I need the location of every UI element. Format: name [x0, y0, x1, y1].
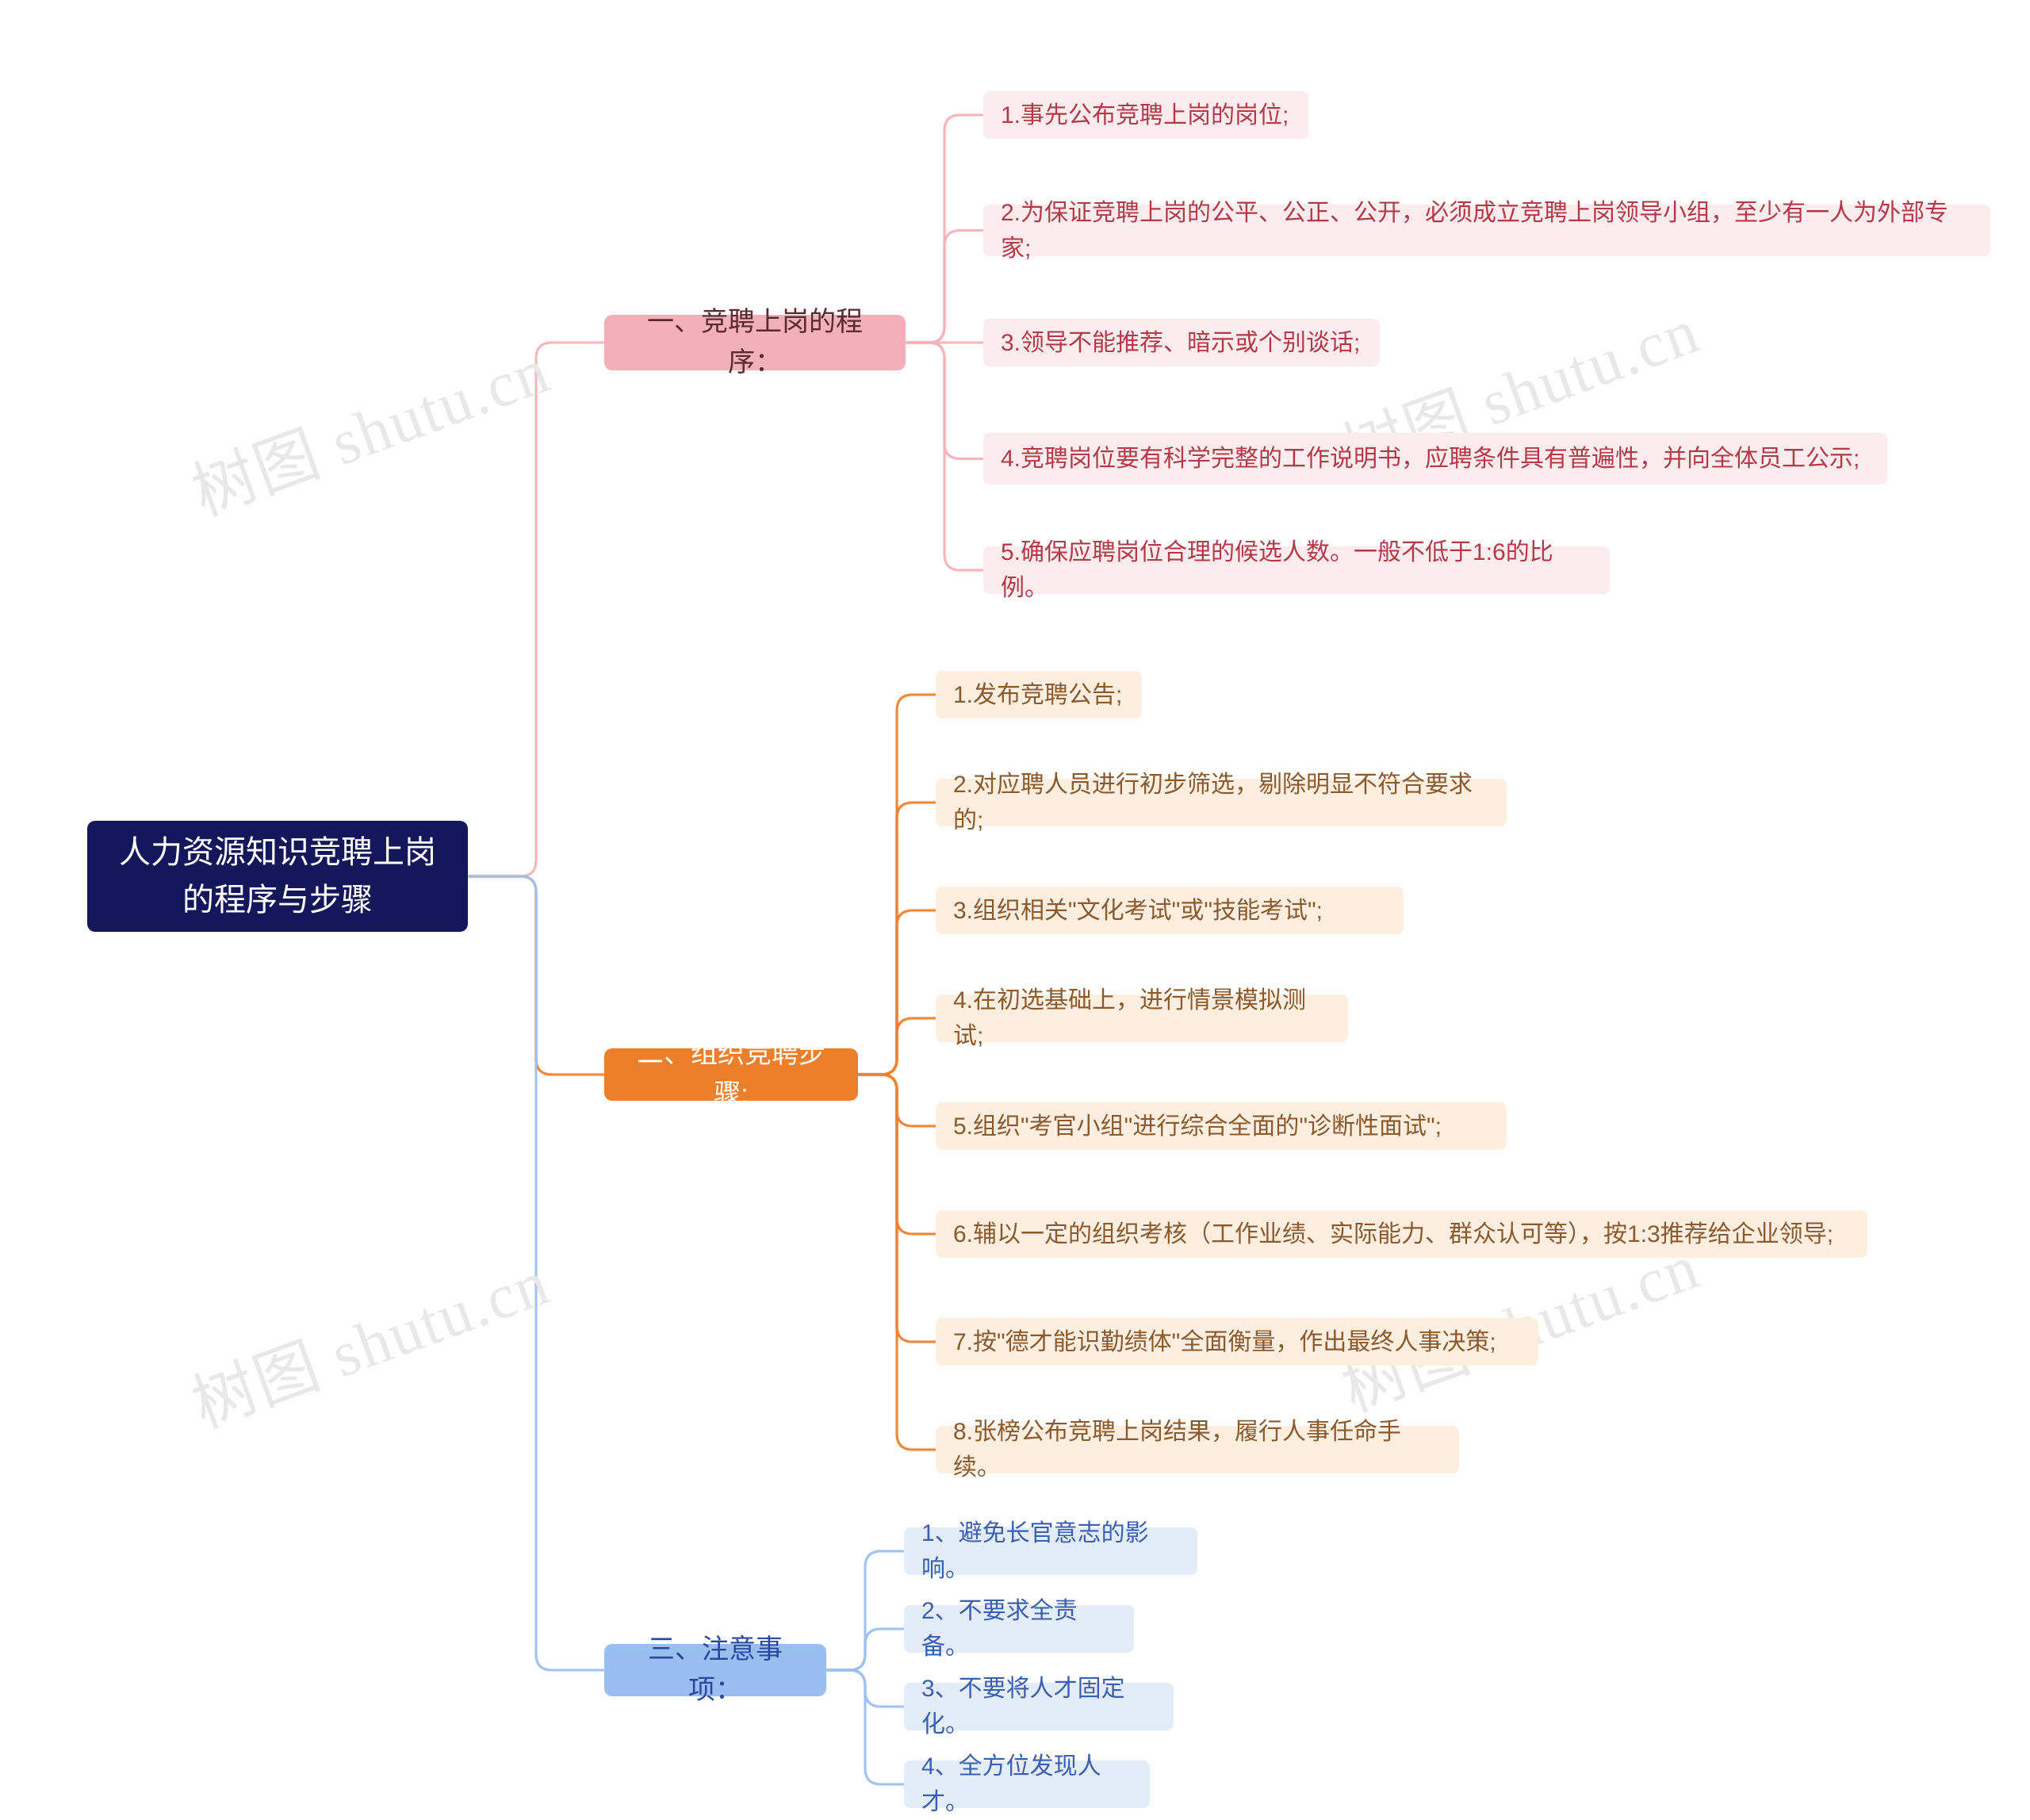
- leaf-1-4: 5.确保应聘岗位合理的候选人数。一般不低于1:6的比例。: [983, 546, 1610, 594]
- leaf-label: 1.事先公布竞聘上岗的岗位;: [1001, 98, 1289, 133]
- leaf-label: 2.对应聘人员进行初步筛选，剔除明显不符合要求的;: [953, 767, 1489, 838]
- leaf-label: 2、不要求全责备。: [921, 1593, 1116, 1665]
- leaf-2-7: 8.张榜公布竞聘上岗结果，履行人事任命手续。: [936, 1426, 1459, 1473]
- leaf-3-2: 3、不要将人才固定化。: [904, 1683, 1174, 1730]
- leaf-2-0: 1.发布竞聘公告;: [936, 671, 1142, 718]
- leaf-label: 8.张榜公布竞聘上岗结果，履行人事任命手续。: [953, 1414, 1442, 1485]
- branch-1-label: 一、竞聘上岗的程序：: [623, 302, 887, 383]
- leaf-label: 4.竞聘岗位要有科学完整的工作说明书，应聘条件具有普遍性，并向全体员工公示;: [1001, 441, 1860, 477]
- branch-2-node: 二、组织竞聘步骤:: [604, 1048, 858, 1101]
- branch-3-node: 三、注意事项：: [604, 1644, 826, 1696]
- branch-1-node: 一、竞聘上岗的程序：: [604, 315, 906, 370]
- branch-2-label: 二、组织竞聘步骤:: [623, 1034, 839, 1115]
- leaf-1-3: 4.竞聘岗位要有科学完整的工作说明书，应聘条件具有普遍性，并向全体员工公示;: [983, 433, 1887, 485]
- root-node: 人力资源知识竞聘上岗的程序与步骤: [87, 821, 468, 932]
- leaf-label: 7.按"德才能识勤绩体"全面衡量，作出最终人事决策;: [953, 1324, 1496, 1360]
- leaf-2-2: 3.组织相关"文化考试"或"技能考试";: [936, 887, 1404, 934]
- branch-3-label: 三、注意事项：: [623, 1630, 807, 1711]
- leaf-2-6: 7.按"德才能识勤绩体"全面衡量，作出最终人事决策;: [936, 1318, 1538, 1366]
- leaf-2-3: 4.在初选基础上，进行情景模拟测试;: [936, 994, 1348, 1042]
- leaf-label: 4、全方位发现人才。: [921, 1749, 1132, 1820]
- leaf-label: 2.为保证竞聘上岗的公平、公正、公开，必须成立竞聘上岗领导小组，至少有一人为外部…: [1001, 195, 1973, 266]
- leaf-3-3: 4、全方位发现人才。: [904, 1761, 1150, 1808]
- leaf-label: 6.辅以一定的组织考核（工作业绩、实际能力、群众认可等），按1:3推荐给企业领导…: [953, 1217, 1833, 1252]
- leaf-3-1: 2、不要求全责备。: [904, 1605, 1134, 1653]
- leaf-label: 5.组织"考官小组"进行综合全面的"诊断性面试";: [953, 1109, 1442, 1144]
- leaf-2-4: 5.组织"考官小组"进行综合全面的"诊断性面试";: [936, 1102, 1507, 1150]
- leaf-label: 5.确保应聘岗位合理的候选人数。一般不低于1:6的比例。: [1001, 535, 1592, 606]
- leaf-label: 1、避免长官意志的影响。: [921, 1515, 1180, 1587]
- leaf-label: 3.组织相关"文化考试"或"技能考试";: [953, 893, 1323, 929]
- leaf-2-5: 6.辅以一定的组织考核（工作业绩、实际能力、群众认可等），按1:3推荐给企业领导…: [936, 1210, 1867, 1258]
- leaf-label: 3.领导不能推荐、暗示或个别谈话;: [1001, 325, 1360, 361]
- leaf-2-1: 2.对应聘人员进行初步筛选，剔除明显不符合要求的;: [936, 779, 1507, 826]
- leaf-1-1: 2.为保证竞聘上岗的公平、公正、公开，必须成立竞聘上岗领导小组，至少有一人为外部…: [983, 205, 1990, 256]
- leaf-3-0: 1、避免长官意志的影响。: [904, 1527, 1197, 1575]
- root-label: 人力资源知识竞聘上岗的程序与步骤: [106, 829, 449, 924]
- leaf-1-2: 3.领导不能推荐、暗示或个别谈话;: [983, 319, 1380, 366]
- leaf-label: 1.发布竞聘公告;: [953, 677, 1122, 713]
- leaf-label: 4.在初选基础上，进行情景模拟测试;: [953, 983, 1331, 1054]
- leaf-1-0: 1.事先公布竞聘上岗的岗位;: [983, 91, 1308, 139]
- leaf-label: 3、不要将人才固定化。: [921, 1671, 1156, 1742]
